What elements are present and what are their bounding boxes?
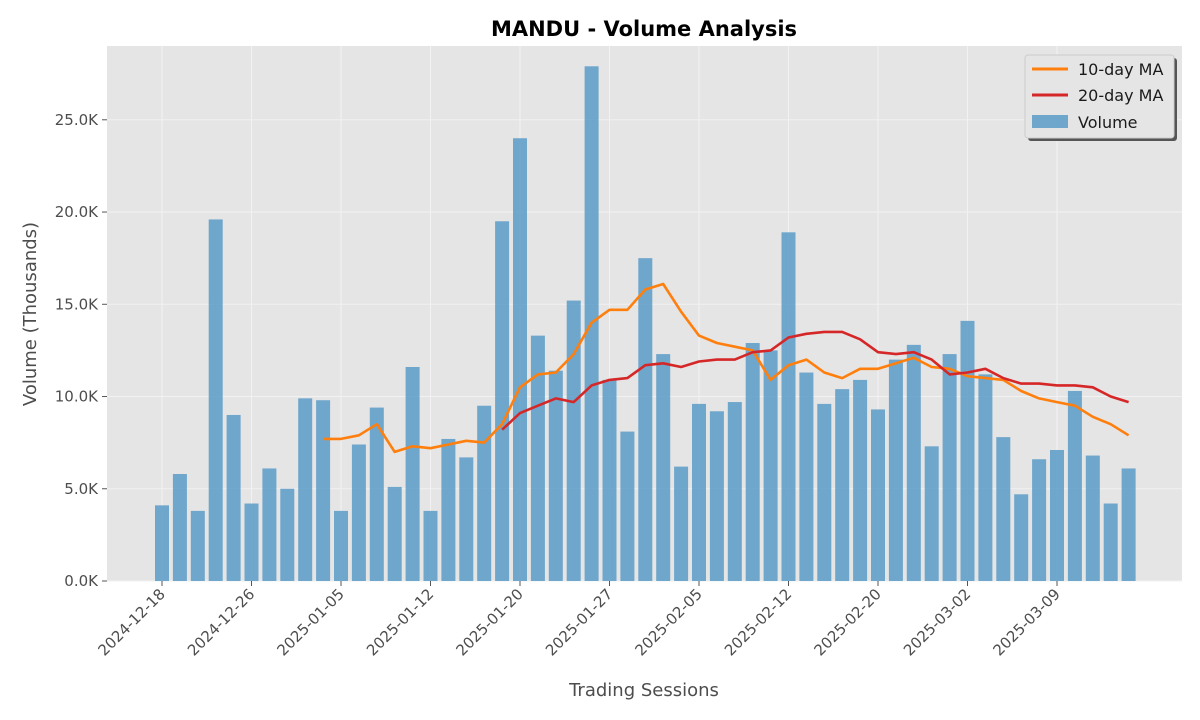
volume-bar bbox=[1050, 450, 1064, 581]
volume-bar bbox=[817, 403, 832, 581]
y-tick-label: 10.0K bbox=[55, 388, 99, 406]
volume-bar bbox=[1014, 494, 1029, 581]
volume-bar bbox=[477, 405, 492, 581]
volume-bar bbox=[638, 258, 653, 581]
volume-bar bbox=[548, 370, 563, 581]
volume-bar bbox=[423, 510, 438, 581]
x-tick-label: 2025-01-20 bbox=[452, 585, 526, 659]
volume-bar bbox=[1103, 503, 1118, 581]
volume-bar bbox=[459, 457, 474, 581]
volume-bar bbox=[906, 344, 921, 581]
x-tick-label: 2025-03-02 bbox=[900, 585, 974, 659]
y-tick-label: 0.0K bbox=[64, 572, 99, 590]
x-tick-label: 2025-03-09 bbox=[989, 585, 1063, 659]
volume-bar bbox=[244, 503, 259, 581]
volume-bar bbox=[262, 468, 277, 581]
volume-bar bbox=[853, 379, 868, 581]
volume-bar bbox=[405, 367, 420, 581]
x-axis-label: Trading Sessions bbox=[568, 680, 719, 701]
ma20-line bbox=[501, 330, 1129, 431]
x-tick-label: 2025-02-12 bbox=[721, 585, 795, 659]
volume-bar bbox=[692, 403, 706, 581]
y-tick-label: 5.0K bbox=[64, 480, 99, 498]
volume-bar bbox=[996, 437, 1011, 581]
volume-bar bbox=[495, 221, 510, 582]
volume-bar bbox=[602, 379, 617, 581]
volume-bar bbox=[620, 431, 635, 581]
volume-bar bbox=[781, 232, 796, 582]
x-tick-label: 2025-02-05 bbox=[631, 585, 705, 659]
volume-bar bbox=[369, 407, 384, 581]
legend-ma10-label: 10-day MA bbox=[1078, 60, 1163, 79]
y-axis-ticks: 0.0K 5.0K 10.0K 15.0K 20.0K 25.0K bbox=[55, 111, 107, 590]
volume-bar bbox=[942, 354, 957, 581]
volume-bar bbox=[208, 219, 223, 581]
volume-bar bbox=[745, 343, 760, 581]
x-tick-label: 2025-02-20 bbox=[810, 585, 884, 659]
x-tick-label: 2025-01-12 bbox=[363, 585, 437, 659]
legend: 10-day MA 20-day MA Volume bbox=[1024, 54, 1177, 141]
volume-bar bbox=[871, 409, 885, 581]
x-tick-label: 2024-12-18 bbox=[94, 585, 168, 659]
volume-bar bbox=[727, 402, 742, 581]
volume-bar bbox=[709, 411, 724, 581]
legend-volume-label: Volume bbox=[1078, 113, 1138, 132]
x-axis-ticks: 2024-12-18 2024-12-26 2025-01-05 2025-01-12… bbox=[94, 581, 1064, 659]
volume-bar bbox=[351, 444, 366, 581]
volume-bar bbox=[155, 505, 169, 581]
volume-bar bbox=[566, 300, 581, 581]
x-tick-label: 2025-01-27 bbox=[542, 585, 616, 659]
volume-bar bbox=[960, 320, 975, 581]
y-tick-label: 25.0K bbox=[55, 111, 99, 129]
volume-bar bbox=[1032, 459, 1047, 581]
volume-bar bbox=[190, 510, 205, 581]
y-tick-label: 20.0K bbox=[55, 203, 99, 221]
volume-bar bbox=[835, 389, 850, 581]
volume-bar bbox=[316, 400, 331, 581]
volume-bar bbox=[1067, 390, 1082, 581]
volume-bar bbox=[674, 466, 689, 581]
chart-title: MANDU - Volume Analysis bbox=[491, 17, 797, 41]
y-tick-label: 15.0K bbox=[55, 295, 99, 313]
volume-bar bbox=[1085, 455, 1100, 581]
volume-bar bbox=[441, 438, 456, 581]
x-tick-label: 2024-12-26 bbox=[184, 585, 258, 659]
volume-bar bbox=[280, 488, 295, 581]
volume-bar bbox=[799, 372, 814, 581]
volume-bar bbox=[656, 354, 671, 581]
volume-bar bbox=[226, 414, 241, 581]
ma10-line bbox=[323, 282, 1130, 454]
volume-bar bbox=[888, 359, 903, 581]
volume-bar bbox=[530, 335, 545, 581]
moving-average-lines bbox=[323, 282, 1130, 454]
legend-volume-swatch bbox=[1032, 115, 1068, 128]
legend-ma20-label: 20-day MA bbox=[1078, 86, 1163, 105]
x-tick-label: 2025-01-05 bbox=[273, 585, 347, 659]
volume-bar bbox=[763, 350, 778, 581]
volume-bar bbox=[172, 474, 187, 581]
volume-bar bbox=[298, 398, 313, 581]
y-axis-label: Volume (Thousands) bbox=[20, 222, 41, 406]
volume-bar bbox=[334, 510, 348, 581]
volume-bar bbox=[978, 374, 993, 581]
volume-bar bbox=[387, 486, 402, 581]
volume-bar bbox=[1121, 468, 1136, 581]
volume-bar bbox=[924, 446, 939, 581]
volume-bar bbox=[513, 138, 527, 581]
